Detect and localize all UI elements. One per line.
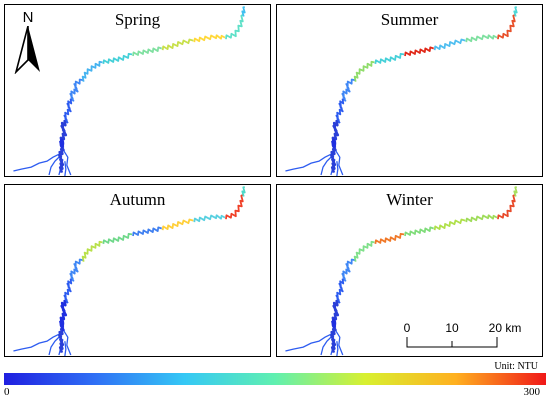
river-map <box>13 186 246 356</box>
river-segment <box>465 34 498 43</box>
river-segment <box>132 46 162 57</box>
river-segment <box>341 78 355 102</box>
river-segment <box>404 226 434 237</box>
tributary-line <box>336 341 339 356</box>
river-segment <box>330 327 337 354</box>
river-segment <box>353 240 375 262</box>
map-panel-autumn: Autumn <box>4 184 271 357</box>
map-panel-summer: Summer <box>276 4 543 177</box>
legend-unit: Unit: NTU <box>494 361 538 372</box>
river-segment <box>81 60 103 82</box>
river-segment <box>63 278 73 304</box>
scale-label-0: 0 <box>403 321 411 335</box>
river-segment <box>161 218 194 231</box>
tributary-line <box>320 154 334 176</box>
legend-min-label: 0 <box>4 386 10 398</box>
tributary-line <box>13 152 62 172</box>
map-panel-winter: Winter 0 10 20 km <box>276 184 543 357</box>
tributary-line <box>320 334 334 356</box>
tributary-line <box>285 152 334 172</box>
tributary-line <box>13 332 62 352</box>
scale-label-20: 20 km <box>488 321 522 335</box>
tributary-line <box>336 161 339 176</box>
river-map <box>13 6 246 176</box>
north-arrow: N <box>13 9 43 75</box>
river-map <box>285 6 518 176</box>
river-segment <box>513 186 518 197</box>
tributary-line <box>285 332 334 352</box>
river-segment <box>193 214 226 223</box>
north-arrow-icon <box>14 26 40 74</box>
scale-bar: 0 10 20 km <box>402 321 521 353</box>
river-segment <box>513 6 518 17</box>
river-segment <box>58 327 65 354</box>
tributary-line <box>62 148 72 176</box>
north-label: N <box>22 9 34 26</box>
scale-bar-line <box>406 337 498 348</box>
river-segment <box>335 278 345 304</box>
turbidity-color-bar <box>4 373 546 385</box>
river-segment <box>102 52 133 65</box>
reservoir-area <box>331 318 337 329</box>
reservoir-area <box>59 318 65 329</box>
river-segment <box>132 226 162 237</box>
river-segment <box>465 214 498 223</box>
river-segment <box>241 6 246 17</box>
tributary-line <box>64 161 67 176</box>
river-segment <box>497 194 516 220</box>
river-segment <box>81 240 103 262</box>
river-segment <box>63 98 73 124</box>
scale-label-10: 10 <box>445 321 459 335</box>
river-segment <box>433 38 466 51</box>
river-segment <box>497 14 516 40</box>
river-segment <box>341 258 355 282</box>
legend-max-label: 300 <box>523 386 541 398</box>
river-segment <box>69 78 83 102</box>
river-segment <box>58 147 65 174</box>
river-segment <box>161 38 194 51</box>
tributary-line <box>48 334 62 356</box>
river-segment <box>353 60 375 82</box>
river-segment <box>241 186 246 197</box>
tributary-line <box>334 328 344 356</box>
river-segment <box>102 232 133 245</box>
river-segment <box>193 34 226 43</box>
river-segment <box>433 218 466 231</box>
river-segment <box>374 232 405 245</box>
tributary-line <box>64 341 67 356</box>
tributary-line <box>48 154 62 176</box>
river-segment <box>330 147 337 174</box>
river-segment <box>374 52 405 65</box>
reservoir-area <box>59 138 65 149</box>
tributary-line <box>334 148 344 176</box>
river-segment <box>69 258 83 282</box>
river-segment <box>335 98 345 124</box>
river-map <box>285 186 518 356</box>
tributary-line <box>62 328 72 356</box>
map-panel-spring: Spring N <box>4 4 271 177</box>
reservoir-area <box>331 138 337 149</box>
river-segment <box>225 14 244 40</box>
river-segment <box>404 46 434 57</box>
river-segment <box>225 194 244 220</box>
